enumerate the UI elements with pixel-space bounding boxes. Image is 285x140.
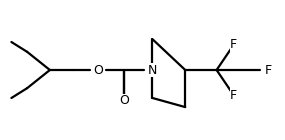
Text: N: N xyxy=(148,64,157,76)
Text: O: O xyxy=(93,64,103,76)
Text: F: F xyxy=(230,89,237,102)
Text: O: O xyxy=(119,94,129,107)
Text: F: F xyxy=(230,38,237,51)
Text: F: F xyxy=(264,64,271,76)
